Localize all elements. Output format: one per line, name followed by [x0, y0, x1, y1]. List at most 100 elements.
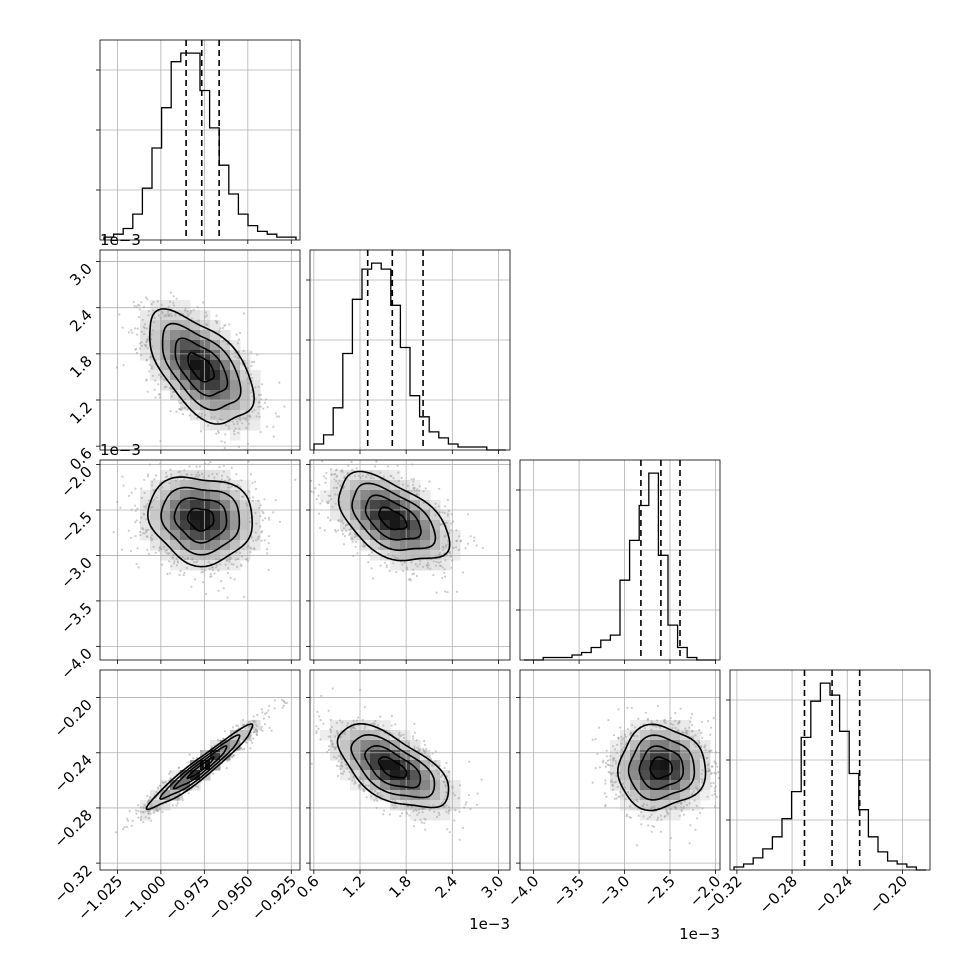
scatter-point: [467, 793, 471, 797]
scatter-point: [621, 782, 625, 785]
scatter-point: [181, 406, 184, 410]
scatter-point: [270, 729, 273, 732]
scatter-point: [162, 315, 165, 318]
scatter-point: [407, 742, 411, 745]
scatter-point: [256, 353, 259, 356]
density-cell: [370, 770, 381, 781]
density-cell: [330, 480, 341, 491]
scatter-point: [447, 809, 450, 813]
scatter-point: [401, 569, 405, 572]
density-cell: [220, 540, 231, 551]
density-cell: [370, 530, 381, 541]
scatter-point: [410, 489, 413, 492]
scatter-point: [329, 498, 333, 501]
scatter-point: [167, 552, 170, 556]
density-cell: [150, 370, 161, 381]
scatter-point: [133, 305, 136, 308]
density-cell: [400, 510, 411, 521]
density-cell: [180, 520, 191, 531]
scatter-point: [346, 722, 349, 725]
density-cell: [670, 730, 681, 741]
density-cell: [660, 760, 671, 771]
scatter-point: [172, 304, 175, 307]
scatter-point: [346, 472, 349, 475]
scatter-point: [374, 465, 377, 468]
density-cell: [170, 790, 181, 801]
scatter-point: [196, 306, 199, 309]
scatter-point: [441, 576, 444, 580]
scatter-point: [193, 578, 196, 581]
density-cell: [660, 720, 671, 731]
scatter-point: [652, 825, 656, 828]
density-cell: [660, 740, 671, 751]
scatter-point: [415, 739, 418, 742]
scatter-point: [142, 821, 145, 824]
scatter-point: [160, 303, 163, 306]
scatter-point: [386, 465, 390, 468]
scatter-point: [612, 757, 615, 760]
scatter-point: [265, 548, 269, 551]
scatter-point: [645, 804, 649, 807]
scatter-point: [606, 763, 609, 766]
scatter-point: [161, 312, 164, 315]
contour-line: [378, 506, 408, 531]
scatter-point: [712, 781, 715, 785]
scatter-point: [171, 804, 174, 807]
scatter-point: [164, 313, 167, 316]
scatter-point: [605, 755, 609, 758]
scatter-point: [146, 475, 150, 478]
x-tick-label: −0.24: [811, 872, 856, 917]
scatter-point: [210, 575, 213, 578]
x-tick-label: −3.0: [595, 872, 633, 910]
scatter-point: [452, 546, 455, 549]
scatter-point: [345, 529, 348, 532]
scatter-point: [481, 547, 484, 550]
scatter-point: [657, 816, 660, 819]
scatter-point: [374, 728, 377, 731]
scatter-point: [642, 815, 645, 818]
density-cell: [250, 520, 261, 531]
scatter-point: [241, 718, 245, 721]
scatter-point: [222, 464, 226, 467]
scatter-point: [457, 797, 460, 800]
scatter-point: [674, 719, 677, 722]
scatter-point: [402, 483, 405, 486]
scatter-point: [265, 711, 268, 715]
scatter-point: [383, 561, 387, 564]
scatter-point: [315, 498, 318, 501]
scatter-point: [713, 793, 716, 796]
scatter-point: [119, 506, 122, 509]
density-cell: [240, 540, 251, 551]
scatter-point: [414, 819, 417, 822]
density-cell: [150, 480, 161, 491]
scatter-point: [214, 566, 218, 569]
scatter-point: [614, 760, 617, 763]
scatter-point: [149, 797, 152, 800]
scatter-point: [351, 727, 354, 730]
scatter-point: [440, 802, 443, 805]
scatter-point: [345, 523, 348, 527]
scatter-point: [434, 506, 437, 509]
contour-line: [173, 497, 228, 544]
scatter-point: [249, 551, 252, 554]
scatter-point: [186, 557, 189, 561]
scatter-point: [241, 363, 244, 366]
scatter-point: [197, 475, 200, 478]
scatter-point: [153, 316, 156, 319]
scatter-point: [688, 726, 691, 729]
density-cell: [180, 780, 191, 791]
density-cell: [400, 530, 411, 541]
scatter-point: [319, 526, 322, 530]
scatter-point: [168, 772, 171, 775]
scatter-point: [130, 824, 133, 827]
density-cell: [670, 720, 681, 731]
scatter-point: [659, 726, 662, 730]
scatter-point: [173, 560, 176, 563]
scatter-point: [448, 831, 451, 834]
scatter-point: [203, 569, 206, 572]
density-cell: [210, 420, 221, 431]
density-cell: [360, 480, 371, 491]
density-cell: [670, 740, 681, 751]
scatter-point: [249, 373, 253, 376]
density-cell: [190, 470, 201, 481]
